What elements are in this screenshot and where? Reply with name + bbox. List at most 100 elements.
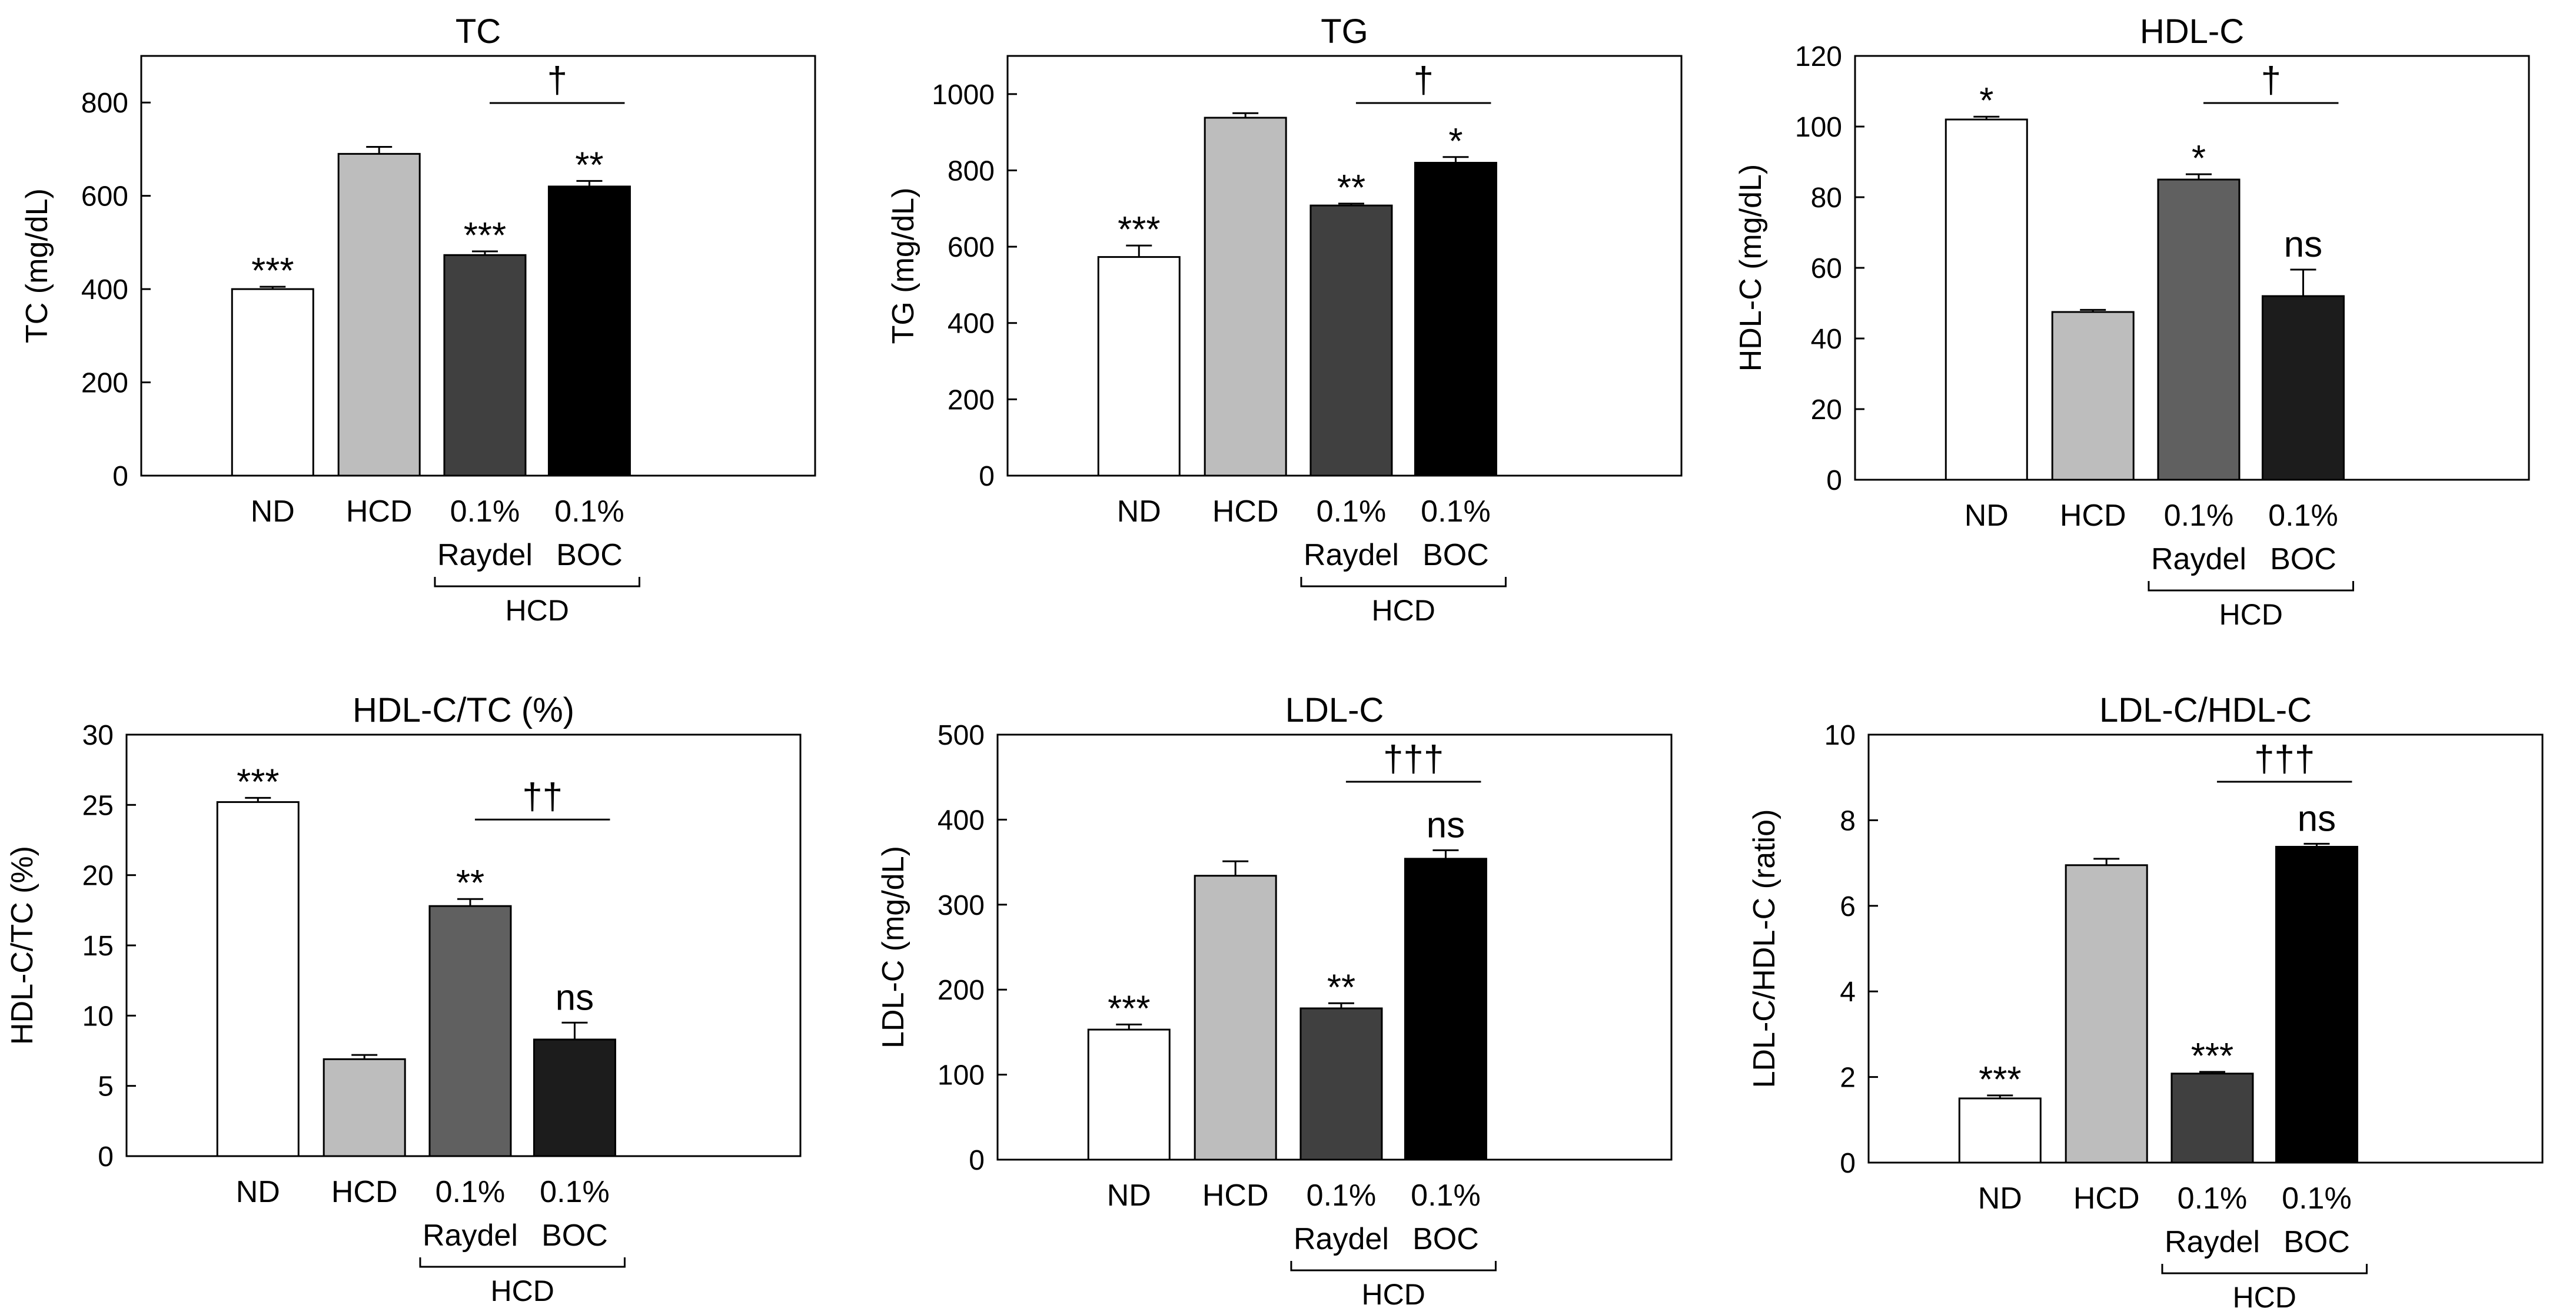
- significance-label: ***: [1108, 988, 1150, 1029]
- bar-1: [1958, 1097, 2042, 1164]
- category-label: 0.1%: [1317, 494, 1387, 529]
- chart-title: TC: [456, 12, 501, 51]
- bar-4: [547, 185, 631, 477]
- group-bracket: [2161, 1264, 2368, 1274]
- significance-label: **: [1327, 967, 1355, 1008]
- significance-label: **: [575, 145, 603, 185]
- significance-label: **: [1337, 168, 1365, 208]
- bar-1: [1945, 118, 2028, 481]
- y-tick-label: 20: [82, 861, 114, 892]
- chart-panel-1: TC 0 200 400 600 800 TC (mg/dL) *** ND HCD *** 0.1%…: [20, 12, 816, 627]
- y-tick-label: 40: [1811, 324, 1842, 355]
- category-label: 0.1%: [1411, 1178, 1481, 1213]
- comparison-label: †: [2261, 60, 2281, 101]
- category-label: Raydel: [1304, 538, 1399, 572]
- significance-label: ns: [2284, 224, 2322, 265]
- comparison-label: ††: [522, 776, 563, 817]
- y-tick-label: 10: [1824, 720, 1856, 751]
- y-tick-label: 4: [1840, 977, 1856, 1008]
- y-axis-label: TC (mg/dL): [20, 188, 54, 343]
- bar-2: [337, 152, 421, 477]
- chart-panel-2: TG 0 200 400 600 800 1000 TG (mg/dL) *** ND HCD ** 0…: [886, 12, 1683, 627]
- chart-title: HDL-C: [2140, 12, 2244, 51]
- significance-label: ***: [251, 251, 294, 291]
- y-tick-label: 60: [1811, 253, 1842, 284]
- category-label: 0.1%: [2178, 1181, 2248, 1216]
- y-tick-label: 80: [1811, 182, 1842, 214]
- category-label: ND: [1978, 1181, 2022, 1216]
- category-label: Raydel: [2165, 1225, 2260, 1259]
- bar-3: [1299, 1007, 1383, 1161]
- significance-label: **: [456, 863, 484, 904]
- chart-panel-4: HDL-C/TC (%) 0 5 10 15 20 25 30 HDL-C/TC (%) *** N…: [5, 691, 802, 1307]
- bar-4: [2261, 295, 2345, 481]
- y-tick-label: 0: [112, 461, 128, 492]
- category-label: BOC: [2270, 542, 2336, 576]
- category-label: BOC: [1412, 1222, 1479, 1256]
- bar-3: [2157, 178, 2241, 481]
- bar-2: [2051, 311, 2135, 481]
- comparison-label: †: [1413, 60, 1433, 101]
- bar-3: [2171, 1073, 2254, 1164]
- category-label: HCD: [1202, 1178, 1269, 1213]
- y-tick-label: 1000: [932, 79, 995, 111]
- bar-1: [1087, 1028, 1171, 1161]
- category-label: 0.1%: [2164, 499, 2234, 533]
- category-label: Raydel: [423, 1219, 518, 1253]
- comparison-label: †††: [1383, 739, 1444, 779]
- significance-label: *: [1979, 81, 1993, 121]
- y-tick-label: 10: [82, 1001, 114, 1032]
- category-label: Raydel: [437, 538, 533, 572]
- group-bracket-label: HCD: [1362, 1278, 1425, 1308]
- y-tick-label: 200: [938, 975, 985, 1006]
- y-tick-label: 600: [948, 232, 995, 263]
- y-tick-label: 100: [938, 1060, 985, 1091]
- y-tick-label: 8: [1840, 805, 1856, 836]
- bar-3: [1309, 204, 1393, 477]
- significance-label: ns: [556, 977, 594, 1018]
- y-tick-label: 5: [98, 1071, 114, 1103]
- chart-title: LDL-C: [1285, 691, 1384, 729]
- bar-1: [231, 288, 314, 477]
- group-bracket: [419, 1257, 626, 1268]
- significance-label: ***: [1979, 1060, 2021, 1100]
- significance-label: ns: [2298, 798, 2336, 839]
- y-tick-label: 6: [1840, 891, 1856, 922]
- chart-title: TG: [1321, 12, 1368, 51]
- y-tick-label: 600: [81, 181, 128, 213]
- bar-1: [1097, 256, 1181, 477]
- category-label: BOC: [541, 1219, 608, 1253]
- chart-title: LDL-C/HDL-C: [2099, 691, 2312, 729]
- bar-2: [1204, 117, 1287, 477]
- group-bracket-label: HCD: [1372, 594, 1435, 627]
- bar-2: [2065, 864, 2148, 1164]
- bar-2: [1194, 875, 1277, 1161]
- y-tick-label: 100: [1795, 112, 1842, 143]
- y-tick-label: 25: [82, 790, 114, 821]
- y-tick-label: 20: [1811, 394, 1842, 426]
- category-label: HCD: [1212, 494, 1279, 529]
- group-bracket: [1290, 1261, 1497, 1272]
- category-label: HCD: [331, 1175, 398, 1209]
- category-label: 0.1%: [554, 494, 624, 529]
- significance-label: ***: [237, 762, 279, 802]
- y-tick-label: 500: [938, 720, 985, 751]
- category-label: HCD: [2060, 499, 2126, 533]
- y-tick-label: 800: [81, 88, 128, 119]
- bar-4: [2275, 845, 2358, 1164]
- category-label: ND: [1107, 1178, 1151, 1213]
- y-tick-label: 0: [1840, 1148, 1856, 1179]
- category-label: Raydel: [2151, 542, 2246, 576]
- y-tick-label: 30: [82, 720, 114, 751]
- category-label: ND: [236, 1175, 280, 1209]
- y-tick-label: 0: [979, 461, 995, 492]
- category-label: HCD: [2073, 1181, 2140, 1216]
- y-tick-label: 300: [938, 890, 985, 921]
- bar-3: [443, 254, 527, 477]
- y-tick-label: 0: [1826, 465, 1842, 496]
- y-axis-label: LDL-C/HDL-C (ratio): [1747, 809, 1781, 1088]
- significance-label: *: [2192, 138, 2206, 179]
- group-bracket-label: HCD: [491, 1274, 554, 1307]
- category-label: BOC: [1422, 538, 1489, 572]
